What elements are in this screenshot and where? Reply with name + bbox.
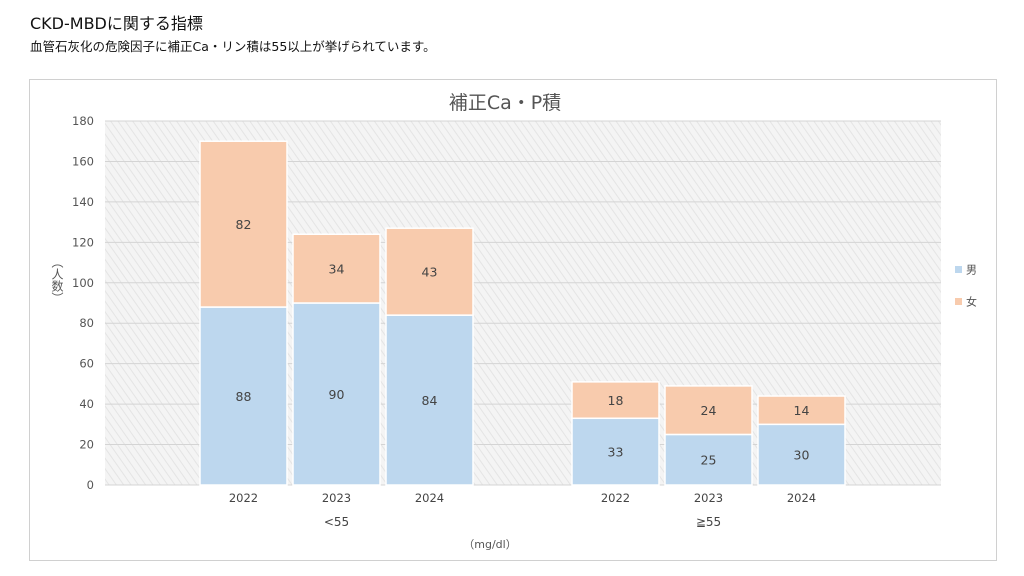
- y-tick-label: 140: [72, 195, 94, 209]
- data-label: 82: [236, 217, 252, 232]
- legend-label: 男: [966, 264, 977, 277]
- bar-segment: [385, 227, 474, 316]
- x-tick-label: 2022: [601, 491, 630, 505]
- legend-swatch: [955, 298, 962, 305]
- y-axis-label: （人数）: [50, 256, 64, 304]
- data-label: 14: [794, 403, 810, 418]
- bar-segment: [199, 140, 288, 308]
- chart-svg: 0 20 40 60 80 100 120 140 160 180 88 82 90 34 84 43 33 1…: [50, 92, 977, 551]
- y-tick-label: 120: [72, 235, 94, 249]
- x-group-label: <55: [324, 515, 349, 529]
- x-axis-label: （mg/dl）: [463, 538, 516, 551]
- x-tick-label: 2024: [415, 491, 444, 505]
- y-tick-label: 100: [72, 276, 94, 290]
- x-group-label: ≧55: [696, 515, 721, 529]
- bar-segment: [571, 381, 660, 420]
- chart-frame: 0 20 40 60 80 100 120 140 160 180 88 82 90 34 84 43 33 1…: [29, 79, 997, 561]
- x-tick-label: 2022: [229, 491, 258, 505]
- slide-subtitle: 血管石灰化の危険因子に補正Ca・リン積は55以上が挙げられています。: [30, 39, 436, 54]
- x-tick-label: 2024: [787, 491, 816, 505]
- y-tick-label: 20: [79, 438, 94, 452]
- x-axis: 2022 2023 2024 <55 2022 2023 2024 ≧55: [229, 491, 816, 529]
- y-tick-label: 60: [79, 357, 94, 371]
- data-label: 30: [794, 448, 810, 463]
- data-label: 33: [608, 445, 624, 460]
- bar-segment: [571, 417, 660, 486]
- legend-swatch: [955, 266, 962, 273]
- y-tick-label: 180: [72, 114, 94, 128]
- legend-label: 女: [966, 295, 977, 309]
- y-tick-label: 80: [79, 316, 94, 330]
- data-label: 34: [329, 262, 345, 277]
- legend: 男女: [955, 264, 977, 309]
- bar-segment: [757, 395, 846, 426]
- x-tick-label: 2023: [322, 491, 351, 505]
- data-label: 84: [422, 393, 438, 408]
- slide-title: CKD-MBDに関する指標: [30, 14, 203, 33]
- bar-segment: [664, 385, 753, 436]
- data-label: 24: [701, 403, 717, 418]
- y-axis: 0 20 40 60 80 100 120 140 160 180: [72, 114, 94, 492]
- bar-segment: [199, 306, 288, 486]
- y-tick-label: 160: [72, 154, 94, 168]
- data-label: 25: [701, 453, 717, 468]
- y-tick-label: 40: [79, 397, 94, 411]
- chart-title: 補正Ca・P積: [449, 92, 561, 114]
- x-tick-label: 2023: [694, 491, 723, 505]
- data-label: 18: [608, 393, 624, 408]
- bars: 88 82 90 34 84 43 33 18 25 24 30 14: [199, 140, 846, 486]
- bar-segment: [292, 233, 381, 304]
- y-tick-label: 0: [87, 478, 94, 492]
- data-label: 43: [422, 265, 438, 280]
- data-label: 88: [236, 389, 252, 404]
- data-label: 90: [329, 387, 345, 402]
